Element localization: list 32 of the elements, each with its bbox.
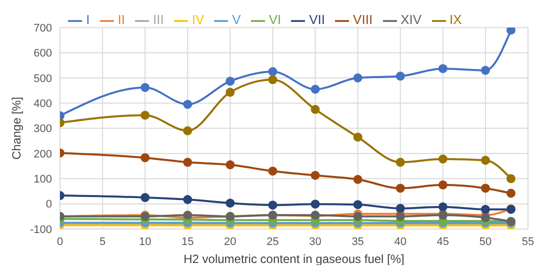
legend-label: VI: [268, 12, 282, 27]
legend-label: VIII: [353, 12, 373, 27]
y-axis-title: Change [%]: [9, 96, 24, 160]
legend-label: II: [118, 12, 126, 27]
y-tick-label: 500: [34, 72, 52, 85]
y-tick-label: 600: [34, 48, 52, 60]
y-tick-label: 200: [34, 148, 52, 160]
legend-label: IV: [192, 12, 204, 27]
x-tick-label: 40: [394, 236, 406, 248]
legend-label: IX: [450, 12, 462, 27]
x-tick-label: 25: [266, 236, 279, 248]
y-tick-label: 700: [34, 22, 52, 34]
x-tick-label: 15: [182, 236, 194, 248]
x-tick-label: 20: [224, 236, 236, 248]
legend-label: XIV: [400, 12, 422, 27]
x-tick-label: 45: [436, 236, 450, 248]
y-tick-label: 300: [34, 123, 52, 136]
legend-label: VII: [309, 12, 326, 27]
x-tick-label: 5: [99, 236, 106, 248]
x-tick-label: 35: [352, 236, 364, 248]
y-tick-label: 0: [46, 198, 52, 211]
legend-label: III: [153, 12, 164, 27]
legend-label: I: [86, 12, 90, 27]
x-tick-label: 55: [522, 236, 534, 248]
legend-label: V: [232, 12, 241, 27]
y-tick-label: -100: [30, 224, 52, 236]
x-tick-label: 30: [309, 236, 322, 248]
y-tick-label: 400: [34, 98, 52, 110]
x-tick-label: 0: [56, 236, 64, 248]
x-tick-label: 50: [479, 236, 492, 248]
x-tick-label: 10: [138, 236, 152, 248]
y-tick-label: 100: [34, 174, 52, 186]
